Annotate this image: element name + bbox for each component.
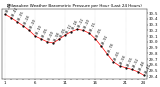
Text: 30.22: 30.22: [77, 17, 85, 29]
Text: 29.55: 29.55: [126, 56, 134, 67]
Text: 30.35: 30.35: [17, 10, 25, 21]
Text: 30.48: 30.48: [5, 2, 13, 14]
Text: 29.78: 29.78: [108, 42, 116, 54]
Text: 30.05: 30.05: [95, 27, 104, 38]
Text: 30.12: 30.12: [65, 23, 73, 34]
Text: 29.48: 29.48: [138, 60, 146, 71]
Text: 29.52: 29.52: [132, 57, 140, 69]
Text: 30.05: 30.05: [41, 27, 49, 38]
Text: 30.20: 30.20: [29, 18, 37, 30]
Text: 29.42: 29.42: [144, 63, 152, 74]
Text: 30.28: 30.28: [23, 14, 31, 25]
Title: Milwaukee Weather Barometric Pressure per Hour (Last 24 Hours): Milwaukee Weather Barometric Pressure pe…: [7, 4, 142, 8]
Text: 30.20: 30.20: [83, 18, 92, 30]
Text: 29.98: 29.98: [53, 31, 61, 42]
Text: 30.10: 30.10: [35, 24, 43, 35]
Text: 29.65: 29.65: [113, 50, 122, 61]
Text: 29.92: 29.92: [101, 34, 110, 46]
Text: 30.42: 30.42: [11, 6, 19, 17]
Text: 30.00: 30.00: [47, 30, 55, 41]
Text: 30.05: 30.05: [59, 27, 67, 38]
Text: 30.15: 30.15: [89, 21, 97, 33]
Text: 29.58: 29.58: [120, 54, 128, 65]
Text: 30.18: 30.18: [71, 19, 80, 31]
